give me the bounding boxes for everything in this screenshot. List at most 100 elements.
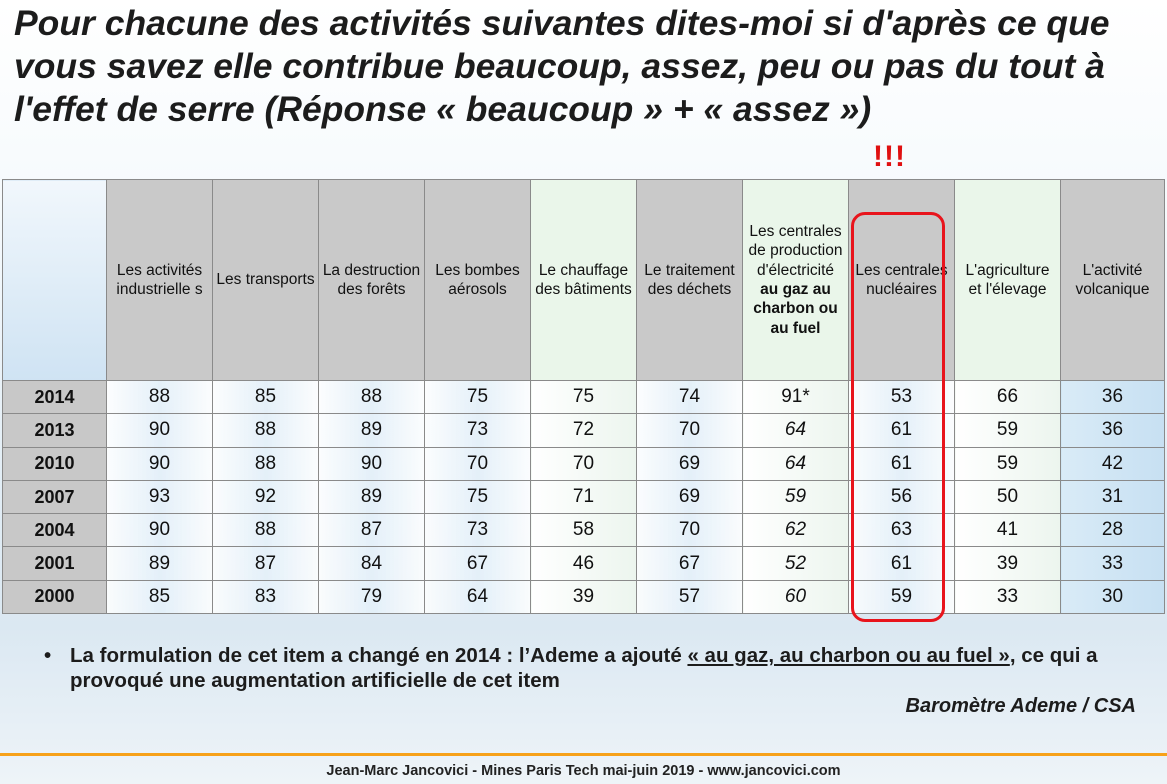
value-cell: 42 [1060,446,1165,481]
header-cell: Les centrales de production d'électricit… [742,179,849,381]
note-underlined: « au gaz, au charbon ou au fuel » [687,644,1010,667]
value-cell: 39 [954,546,1061,581]
table-row: 2004 90 88 87 73 58 70 62 63 41 28 [2,513,1165,548]
header-cell: Les activités industrielle s [106,179,213,381]
value-cell: 50 [954,479,1061,515]
value-cell: 31 [1060,479,1165,515]
value-cell: 88 [212,513,319,548]
note-text-end: , ce qui a provoqué une augmentation art… [70,644,1098,692]
value-cell: 90 [318,446,425,481]
value-cell: 88 [318,379,425,415]
value-cell: 59 [954,413,1061,448]
value-cell: 91* [742,379,849,415]
value-cell: 69 [636,479,743,515]
value-cell: 74 [636,379,743,415]
value-cell: 64 [742,446,849,481]
value-cell: 85 [106,579,213,615]
value-cell: 30 [1060,579,1165,615]
header-cell: Les centrales nucléaires [848,179,955,381]
value-cell: 64 [424,579,531,615]
header-cell: Le traitement des déchets [636,179,743,381]
year-cell: 2001 [2,546,107,581]
value-cell: 59 [742,479,849,515]
value-cell: 60 [742,579,849,615]
value-cell: 57 [636,579,743,615]
header-cell: Les bombes aérosols [424,179,531,381]
year-cell: 2004 [2,513,107,548]
table-row: 2010 90 88 90 70 70 69 64 61 59 42 [2,446,1165,481]
table-row: 2000 85 83 79 64 39 57 60 59 33 30 [2,579,1165,615]
bullet: • [44,644,52,667]
year-cell: 2007 [2,479,107,515]
value-cell: 41 [954,513,1061,548]
value-cell: 75 [530,379,637,415]
value-cell: 61 [848,546,955,581]
year-cell: 2013 [2,413,107,448]
corner-cell [2,179,107,381]
value-cell: 64 [742,413,849,448]
header-cell: Les transports [212,179,319,381]
value-cell: 61 [848,413,955,448]
value-cell: 36 [1060,379,1165,415]
value-cell: 87 [318,513,425,548]
source-credit: Baromètre Ademe / CSA [905,695,1136,717]
value-cell: 59 [848,579,955,615]
table-row: 2014 88 85 88 75 75 74 91* 53 66 36 [2,379,1165,415]
value-cell: 36 [1060,413,1165,448]
header-cell: Le chauffage des bâtiments [530,179,637,381]
value-cell: 28 [1060,513,1165,548]
value-cell: 67 [636,546,743,581]
value-cell: 58 [530,513,637,548]
value-cell: 33 [1060,546,1165,581]
value-cell: 33 [954,579,1061,615]
value-cell: 69 [636,446,743,481]
year-cell: 2000 [2,579,107,615]
value-cell: 89 [318,413,425,448]
value-cell: 72 [530,413,637,448]
table-row: 2001 89 87 84 67 46 67 52 61 39 33 [2,546,1165,581]
alert-marks: !!! [873,140,906,173]
value-cell: 39 [530,579,637,615]
value-cell: 75 [424,379,531,415]
header-row: Les activités industrielle s Les transpo… [2,179,1165,381]
value-cell: 56 [848,479,955,515]
value-cell: 73 [424,413,531,448]
value-cell: 75 [424,479,531,515]
header-cell: La destruction des forêts [318,179,425,381]
slide-title: Pour chacune des activités suivantes dit… [14,3,1110,129]
value-cell: 71 [530,479,637,515]
footnote: • La formulation de cet item a changé en… [44,643,1124,693]
value-cell: 73 [424,513,531,548]
table-row: 2007 93 92 89 75 71 69 59 56 50 31 [2,479,1165,515]
value-cell: 70 [636,413,743,448]
year-cell: 2014 [2,379,107,415]
header-cell: L'agriculture et l'élevage [954,179,1061,381]
value-cell: 70 [424,446,531,481]
footer-text: Jean-Marc Jancovici - Mines Paris Tech m… [326,763,841,779]
value-cell: 52 [742,546,849,581]
value-cell: 79 [318,579,425,615]
value-cell: 90 [106,513,213,548]
footer-rule [0,753,1167,756]
value-cell: 70 [636,513,743,548]
value-cell: 88 [212,413,319,448]
value-cell: 84 [318,546,425,581]
value-cell: 87 [212,546,319,581]
header-cell: L'activité volcanique [1060,179,1165,381]
value-cell: 90 [106,413,213,448]
value-cell: 61 [848,446,955,481]
table-row: 2013 90 88 89 73 72 70 64 61 59 36 [2,413,1165,448]
value-cell: 63 [848,513,955,548]
value-cell: 62 [742,513,849,548]
value-cell: 88 [212,446,319,481]
value-cell: 92 [212,479,319,515]
note-text: La formulation de cet item a changé en 2… [70,644,688,667]
value-cell: 66 [954,379,1061,415]
value-cell: 93 [106,479,213,515]
value-cell: 90 [106,446,213,481]
value-cell: 85 [212,379,319,415]
year-cell: 2010 [2,446,107,481]
value-cell: 53 [848,379,955,415]
value-cell: 59 [954,446,1061,481]
value-cell: 83 [212,579,319,615]
